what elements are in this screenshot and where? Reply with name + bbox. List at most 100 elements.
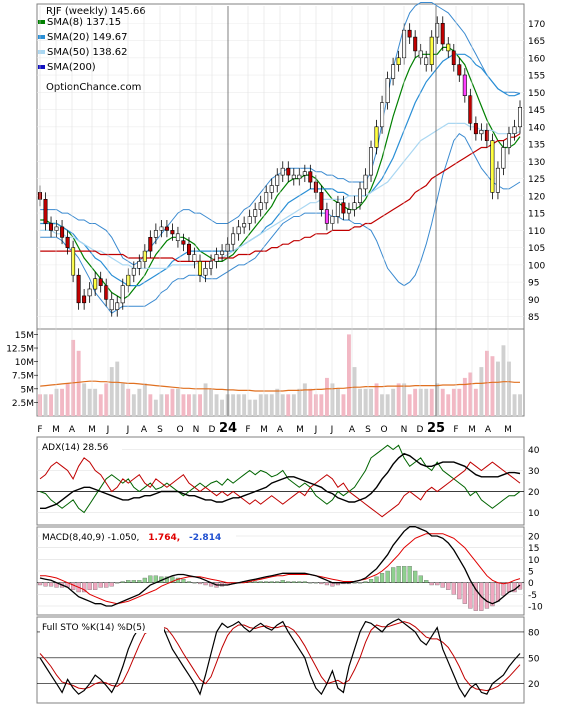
macd-histogram-bar <box>308 582 313 584</box>
volume-bar <box>457 388 462 416</box>
volume-bar <box>363 388 368 416</box>
volume-bar <box>60 388 64 416</box>
y-tick-label: 155 <box>528 72 545 82</box>
x-tick-label: 25 <box>427 421 445 436</box>
adx-panel: 10 20 30 40 ADX(14) 28.56 <box>36 436 540 526</box>
macd-histogram-bar <box>440 582 445 588</box>
legend-swatch <box>38 65 45 69</box>
volume-bar <box>214 394 219 417</box>
candle-body <box>407 29 412 38</box>
volume-bar <box>302 383 307 416</box>
macd-label: MACD(8,40,9) -1.050, <box>42 533 139 543</box>
volume-panel-frame <box>36 328 525 417</box>
volume-bar <box>209 388 213 416</box>
candle-body <box>209 261 214 269</box>
price-candles <box>37 16 522 317</box>
macd-lines <box>39 526 521 607</box>
x-tick-label: 24 <box>219 421 237 436</box>
price-panel: 85 90 95 100 105 110 115 120 125 130 135 140 145 150 1… <box>36 2 545 330</box>
candle-body <box>280 167 285 176</box>
macd-histogram-bar <box>396 566 401 583</box>
x-tick-label: D <box>209 425 216 435</box>
macd-histogram-bar <box>506 582 512 593</box>
macd-histogram-bar <box>490 582 495 607</box>
x-tick-label: J <box>330 425 334 435</box>
x-tick-label: J <box>314 425 318 435</box>
volume-bar <box>65 383 70 416</box>
legend-swatch <box>38 20 45 24</box>
candle-body <box>374 126 379 148</box>
macd-histogram-bar <box>385 570 390 583</box>
candle-body <box>269 185 274 193</box>
volume-bar <box>54 388 59 416</box>
y-tick-label: 170 <box>528 20 545 30</box>
candle-body <box>368 147 373 176</box>
candle-body <box>385 78 390 104</box>
volume-bar <box>512 394 517 417</box>
volume-bar <box>501 345 506 416</box>
volume-bar <box>330 383 335 416</box>
candle-body <box>506 133 511 148</box>
candle-body <box>380 102 385 128</box>
y-tick-label: -10 <box>528 603 543 613</box>
volume-bar <box>391 388 396 416</box>
x-tick-label: M <box>504 425 512 435</box>
volume-bar <box>507 361 511 416</box>
y-tick-label: 150 <box>528 89 545 99</box>
candle-body <box>391 64 396 79</box>
candle-body <box>396 57 401 65</box>
macd-histogram-bar <box>137 580 142 583</box>
candle-body <box>490 140 495 193</box>
macd-histogram-bar <box>468 582 473 609</box>
macd-histogram-bar <box>363 581 368 583</box>
volume-y-axis: 15M 12.5M 10M 7.5M 5M 2.5M <box>6 331 38 409</box>
volume-bar <box>352 367 357 416</box>
volume-tick-label: 2.5M <box>12 399 34 409</box>
volume-bar <box>87 388 92 416</box>
y-tick-label: 50 <box>528 654 540 664</box>
volume-bar <box>286 394 291 417</box>
macd-histogram-bar <box>269 581 274 583</box>
x-tick-label: M <box>468 425 476 435</box>
candle-body <box>192 254 197 262</box>
macd-hist-value: -2.814 <box>189 533 221 543</box>
candle-body <box>203 267 208 276</box>
y-tick-label: 0 <box>528 579 534 589</box>
volume-bar <box>308 388 313 416</box>
x-tick-label: M <box>88 425 96 435</box>
volume-tick-label: 12.5M <box>6 345 34 355</box>
macd-histogram-bar <box>462 582 467 604</box>
volume-bar <box>93 388 98 416</box>
sto-title-bg <box>40 620 164 633</box>
volume-bar <box>347 334 351 416</box>
macd-histogram-bar <box>203 582 208 586</box>
volume-bar <box>120 383 125 416</box>
y-tick-label: 135 <box>528 141 545 151</box>
macd-histogram-bar <box>275 581 280 583</box>
x-tick-label: O <box>176 425 183 435</box>
candle-body <box>291 174 296 179</box>
x-tick-label: J <box>106 425 110 435</box>
candle-body <box>308 171 313 183</box>
macd-histogram-bar <box>142 577 147 583</box>
y-tick-label: 15 <box>528 544 539 554</box>
volume-tick-label: 10M <box>15 358 34 368</box>
volume-bar <box>479 367 484 416</box>
y-tick-label: 20 <box>528 680 540 690</box>
candle-body <box>126 274 131 286</box>
candle-body <box>187 243 192 255</box>
legend-label: SMA(50) 138.62 <box>47 47 128 58</box>
macd-histogram-bar <box>501 582 506 596</box>
adx-title: ADX(14) 28.56 <box>42 443 109 453</box>
candle-body <box>181 240 186 245</box>
volume-bar <box>490 356 495 416</box>
candle-body <box>104 285 109 300</box>
x-tick-label: A <box>485 425 492 435</box>
volume-bar <box>407 394 412 417</box>
y-tick-label: 160 <box>528 54 545 64</box>
volume-bar <box>473 388 478 416</box>
volume-bar <box>291 394 296 417</box>
volume-tick-label: 15M <box>15 331 34 341</box>
volume-bar <box>170 388 175 416</box>
